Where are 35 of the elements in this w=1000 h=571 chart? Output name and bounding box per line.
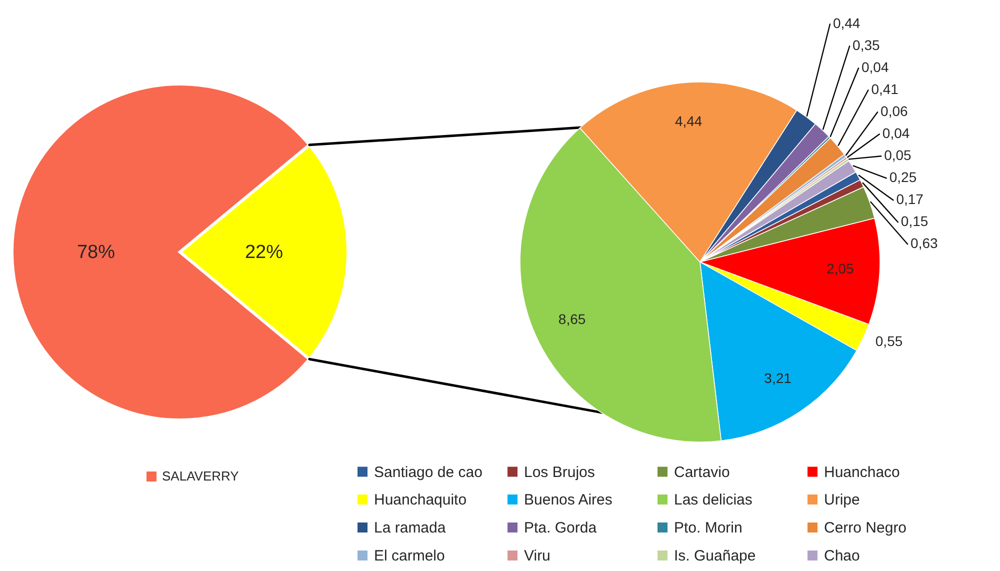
legend-label: Los Brujos [524, 464, 595, 481]
data-label: 0,15 [900, 213, 928, 230]
data-label: 0,35 [852, 37, 880, 54]
legend-label: Las delicias [674, 492, 752, 508]
data-label: 0,17 [896, 191, 924, 208]
legend-label: Is. Guañape [674, 548, 756, 564]
data-label: 2,05 [826, 260, 854, 277]
data-label: 78% [76, 242, 116, 263]
legend-label: Uripe [824, 492, 860, 508]
data-label: 0,63 [910, 235, 938, 252]
legend-label: Huanchaquito [374, 492, 467, 508]
legend-label: Pta. Gorda [524, 520, 598, 536]
data-label: 0,55 [875, 332, 903, 349]
legend-label: Chao [824, 548, 860, 564]
legend-label: Buenos Aires [524, 492, 612, 508]
data-label: 0,04 [882, 125, 910, 142]
legend-label: SALAVERRY [162, 468, 240, 484]
legend-label: Pto. Morin [674, 520, 742, 536]
legend-label: Huanchaco [824, 464, 900, 481]
data-label: 4,44 [674, 113, 702, 130]
legend-label: Cartavio [674, 464, 730, 481]
legend-label: Cerro Negro [824, 520, 907, 536]
data-label: 0,44 [832, 15, 860, 32]
legend-label: El carmelo [374, 548, 445, 564]
legend-label: Santiago de cao [374, 464, 482, 481]
data-label: 22% [244, 242, 284, 263]
legend-label: Viru [524, 548, 550, 564]
data-label: 3,21 [764, 370, 792, 386]
data-label: 0,04 [862, 59, 889, 76]
data-label: 8,65 [558, 310, 586, 327]
data-label: 0,41 [871, 81, 899, 98]
data-label: 0,25 [889, 169, 917, 186]
data-label: 0,06 [880, 103, 908, 120]
legend-label: La ramada [374, 520, 446, 536]
data-label: 0,05 [884, 147, 912, 164]
